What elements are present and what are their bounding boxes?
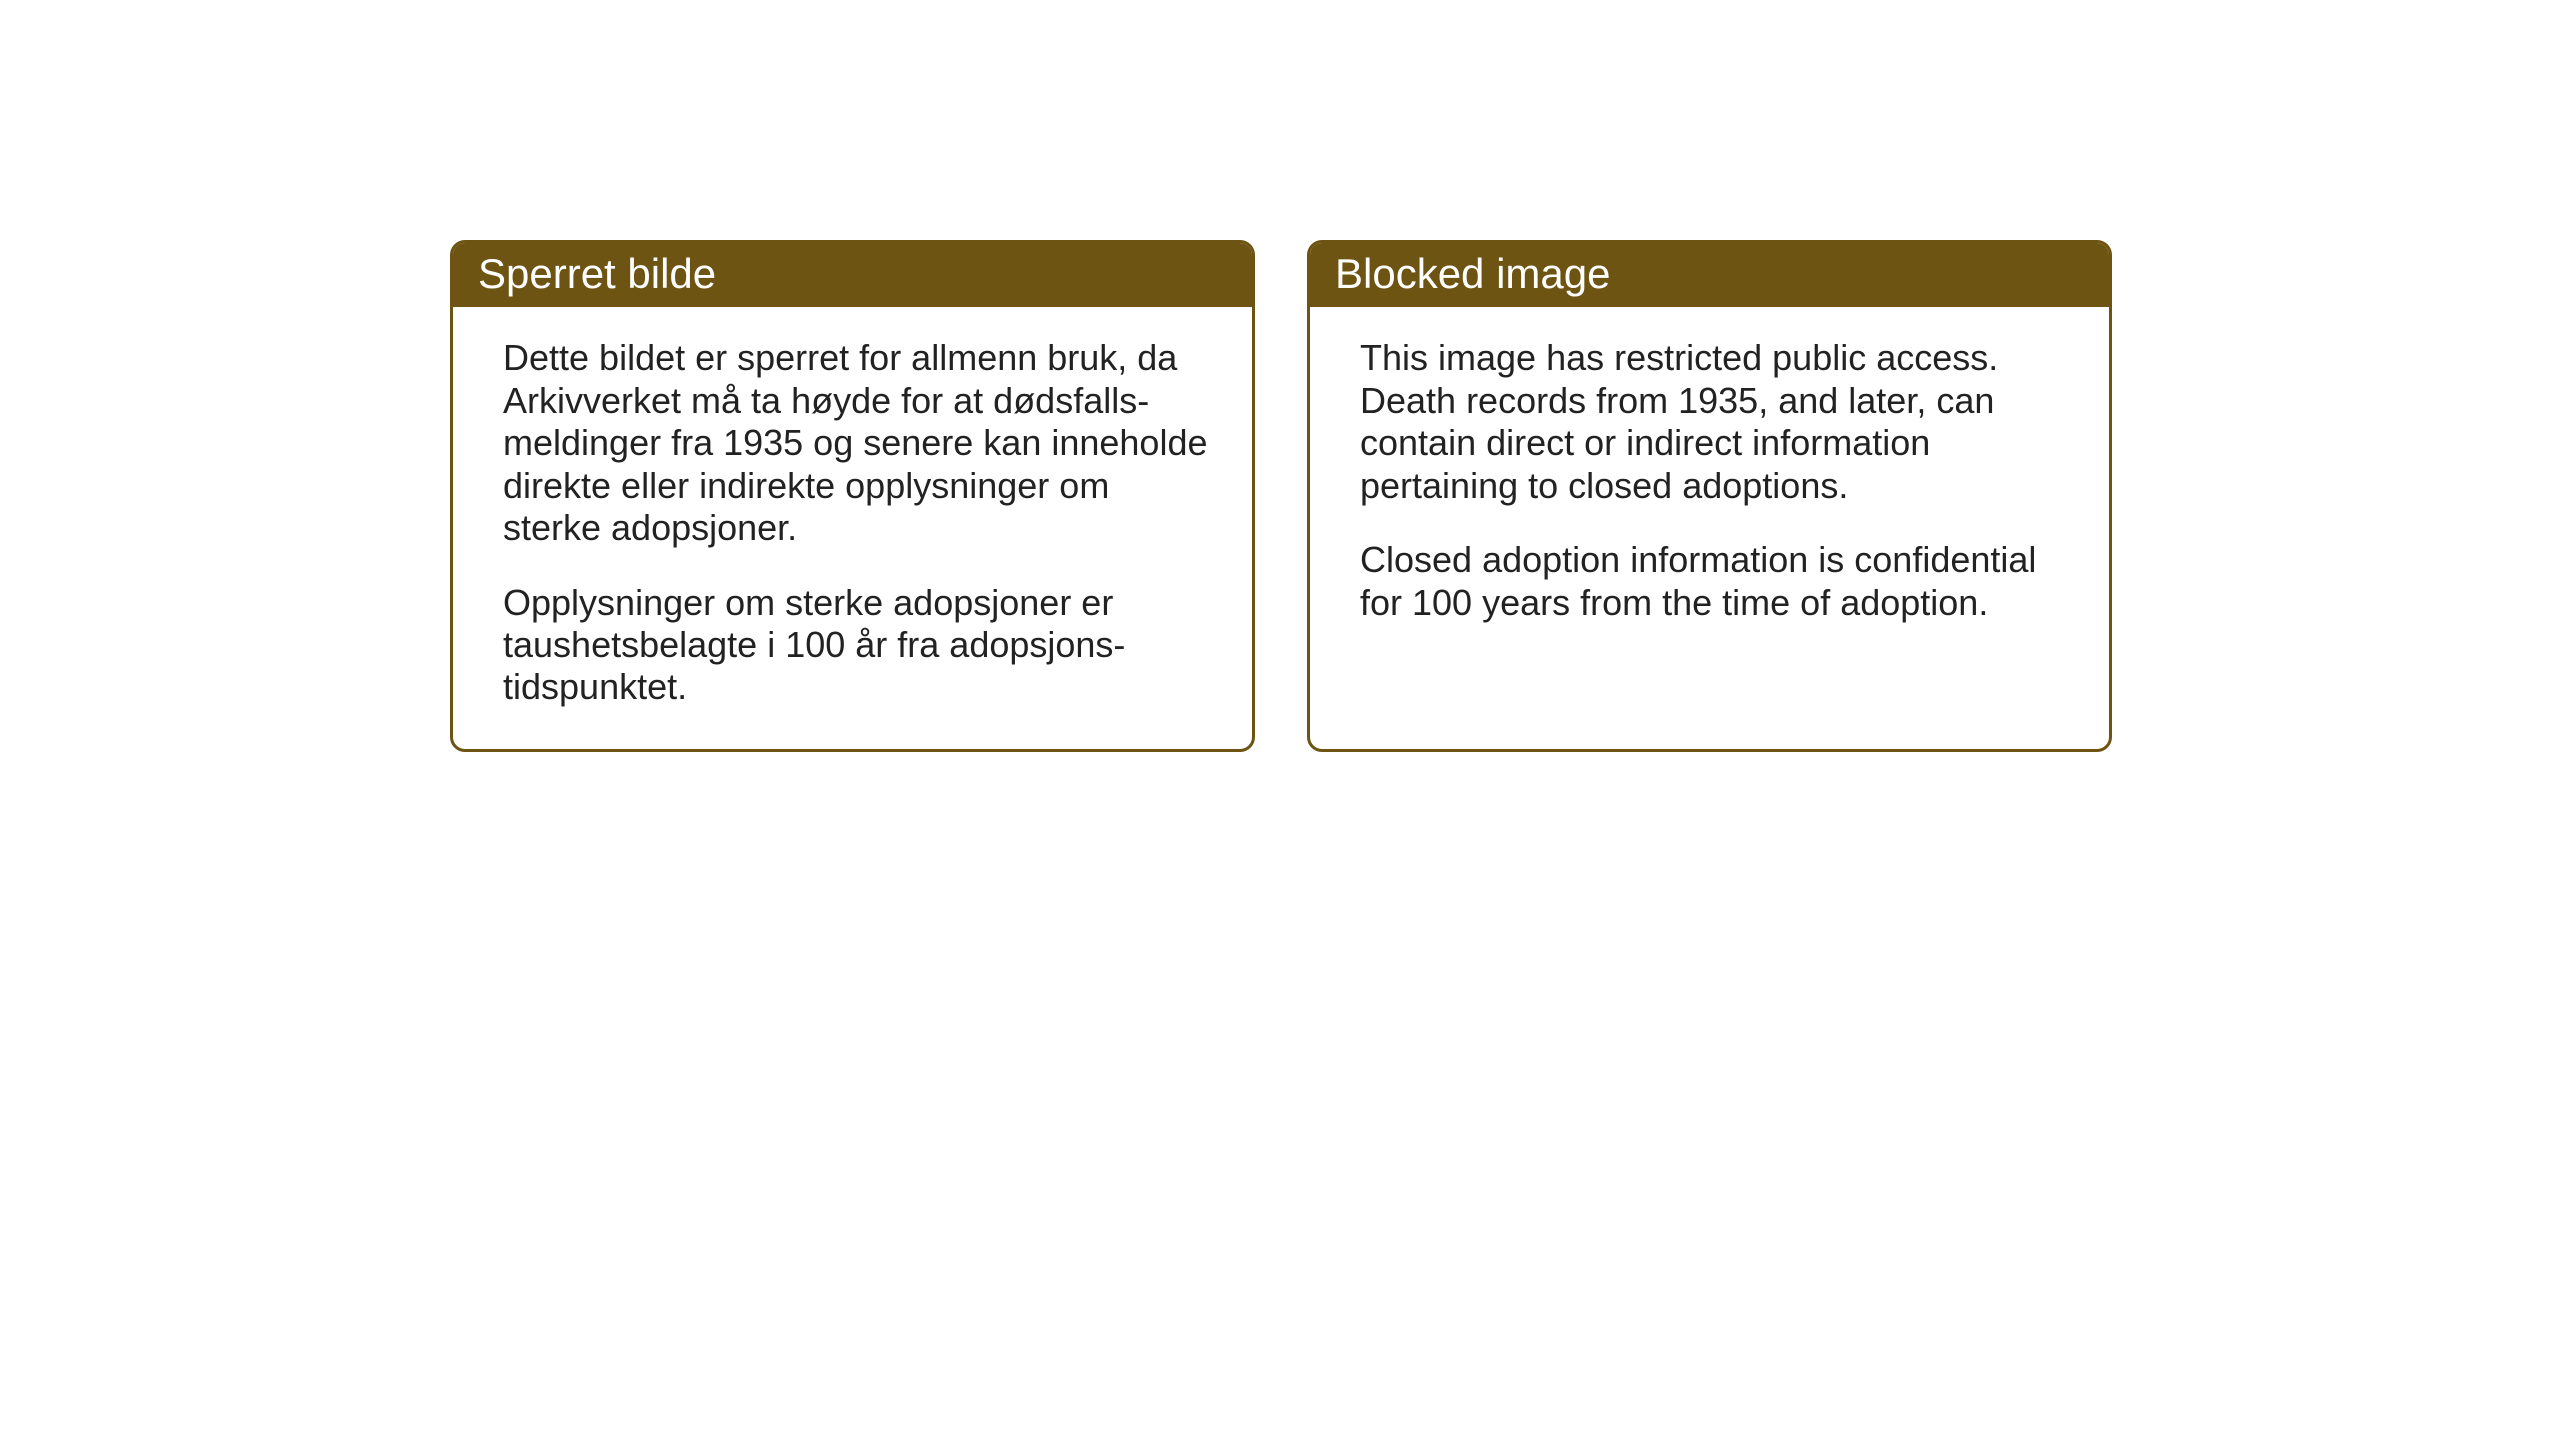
card-body-english: This image has restricted public access.…	[1310, 307, 2109, 707]
notice-card-norwegian: Sperret bilde Dette bildet er sperret fo…	[450, 240, 1255, 752]
notice-container: Sperret bilde Dette bildet er sperret fo…	[0, 0, 2560, 752]
card-paragraph: Closed adoption information is confident…	[1360, 539, 2069, 624]
card-paragraph: This image has restricted public access.…	[1360, 337, 2069, 507]
card-body-norwegian: Dette bildet er sperret for allmenn bruk…	[453, 307, 1252, 749]
card-paragraph: Opplysninger om sterke adopsjoner er tau…	[503, 582, 1212, 709]
card-paragraph: Dette bildet er sperret for allmenn bruk…	[503, 337, 1212, 549]
card-title-english: Blocked image	[1310, 243, 2109, 307]
card-title-norwegian: Sperret bilde	[453, 243, 1252, 307]
notice-card-english: Blocked image This image has restricted …	[1307, 240, 2112, 752]
